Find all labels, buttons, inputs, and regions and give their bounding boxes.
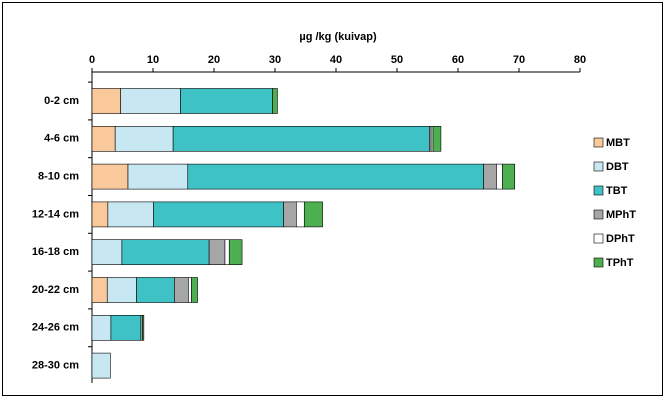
bar-segment <box>91 239 123 265</box>
bar-segment <box>180 88 273 114</box>
bar-segment <box>191 277 198 303</box>
legend-label: MBT <box>606 137 630 149</box>
x-tick-label: 80 <box>574 54 586 66</box>
legend-label: TBT <box>606 185 628 197</box>
bar-segment <box>187 163 484 190</box>
x-tick-label: 70 <box>513 54 525 66</box>
bar-segment <box>91 126 116 152</box>
legend-swatch <box>593 185 604 196</box>
legend-swatch <box>593 161 604 172</box>
bar-segment <box>142 314 145 341</box>
bar-segment <box>283 201 297 228</box>
y-tick-label: 16-18 cm <box>32 246 79 258</box>
legend-label: DPhT <box>606 233 635 245</box>
bar-segment <box>502 163 516 190</box>
bar-segment <box>107 201 154 228</box>
y-tick-label: 8-10 cm <box>38 171 79 183</box>
bar-segment <box>432 126 442 152</box>
y-tick-label: 24-26 cm <box>32 322 79 334</box>
y-tick-label: 12-14 cm <box>32 208 79 220</box>
x-tick-label: 0 <box>89 54 95 66</box>
bar-segment <box>174 277 189 303</box>
chart-title: µg /kg (kuivap) <box>299 31 377 43</box>
legend-swatch <box>593 209 604 220</box>
bar-segment <box>296 201 305 228</box>
bar-segment <box>136 277 175 303</box>
bar-segment <box>114 126 174 152</box>
bar-segment <box>172 126 430 152</box>
bar-segment <box>91 163 129 190</box>
x-tick-label: 30 <box>269 54 281 66</box>
bar-segment <box>91 314 112 341</box>
bar-segment <box>110 314 142 341</box>
bar-segment <box>121 239 210 265</box>
y-tick-label: 28-30 cm <box>32 360 79 372</box>
bar-segment <box>496 163 503 190</box>
legend-label: DBT <box>606 161 629 173</box>
y-tick-label: 0-2 cm <box>44 95 79 107</box>
bar-segment <box>91 352 111 379</box>
bar-segment <box>106 277 137 303</box>
bar-segment <box>224 239 230 265</box>
bar-segment <box>208 239 226 265</box>
bar-segment <box>483 163 497 190</box>
x-tick-label: 20 <box>208 54 220 66</box>
bar-segment <box>228 239 243 265</box>
legend-swatch <box>593 137 604 148</box>
y-tick-label: 4-6 cm <box>44 133 79 145</box>
bar-segment <box>303 201 323 228</box>
x-tick-label: 60 <box>452 54 464 66</box>
bar-segment <box>272 88 278 114</box>
legend-label: MPhT <box>606 209 636 221</box>
bar-segment <box>153 201 284 228</box>
bar-segment <box>188 277 192 303</box>
x-tick-label: 40 <box>330 54 342 66</box>
bar-segment <box>120 88 181 114</box>
bar-segment <box>91 88 121 114</box>
x-tick-label: 10 <box>147 54 159 66</box>
bar-segment <box>91 201 109 228</box>
bar-segment <box>127 163 189 190</box>
bar-segment <box>91 277 108 303</box>
legend-swatch <box>593 233 604 244</box>
y-tick-label: 20-22 cm <box>32 284 79 296</box>
x-tick-label: 50 <box>391 54 403 66</box>
legend-swatch <box>593 257 604 268</box>
legend-label: TPhT <box>606 257 634 269</box>
